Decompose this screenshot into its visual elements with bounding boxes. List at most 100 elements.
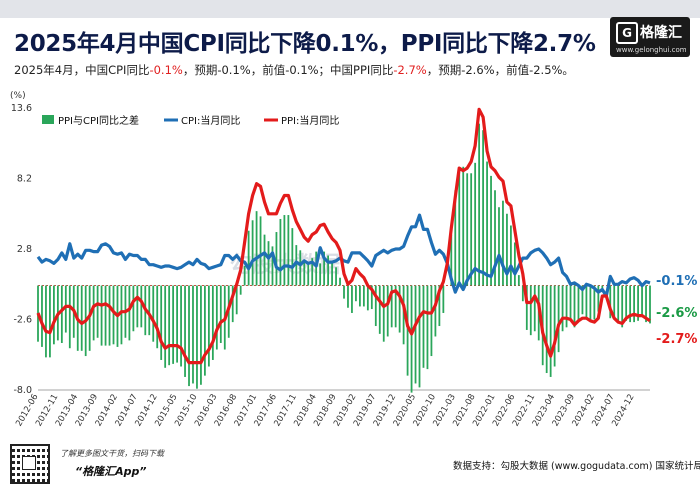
diff-bar bbox=[319, 263, 322, 286]
diff-bar bbox=[112, 285, 115, 345]
diff-bar bbox=[609, 285, 612, 319]
diff-bar bbox=[168, 285, 171, 366]
logo-name: 格隆汇 bbox=[640, 25, 682, 41]
subtitle-text-3: ，预期-2.6%，前值-2.5%。 bbox=[426, 63, 574, 77]
diff-bar bbox=[347, 285, 349, 308]
diff-bar bbox=[41, 285, 43, 347]
diff-bar bbox=[359, 285, 361, 307]
diff-bar bbox=[68, 285, 71, 349]
diff-bar bbox=[140, 285, 143, 328]
diff-bar bbox=[219, 285, 222, 343]
diff-bar bbox=[517, 275, 520, 286]
diff-bar bbox=[303, 262, 306, 286]
diff-bar bbox=[64, 285, 67, 333]
diff-bar bbox=[275, 232, 278, 286]
diff-bar bbox=[394, 285, 397, 328]
diff-bar bbox=[641, 285, 643, 316]
diff-bar bbox=[378, 285, 381, 334]
diff-bar bbox=[521, 285, 524, 302]
diff-bar bbox=[513, 242, 516, 286]
diff-bar bbox=[49, 285, 51, 358]
diff-bar bbox=[239, 285, 242, 295]
diff-bar bbox=[418, 285, 421, 388]
diff-bar bbox=[132, 285, 135, 332]
diff-bar bbox=[100, 285, 103, 346]
diff-bar bbox=[438, 285, 441, 327]
diff-bar bbox=[506, 213, 508, 286]
diff-bar bbox=[362, 285, 365, 307]
diff-bar bbox=[450, 234, 453, 286]
diff-bar bbox=[96, 285, 99, 338]
y-tick-label-4: -8.0 bbox=[13, 385, 32, 396]
diff-bar bbox=[255, 211, 258, 286]
diff-bar bbox=[478, 123, 481, 286]
diff-bar bbox=[649, 285, 651, 324]
diff-bar bbox=[184, 285, 186, 377]
diff-bar bbox=[561, 285, 564, 332]
y-tick-label-2: 2.8 bbox=[17, 244, 32, 255]
diff-bar bbox=[430, 285, 433, 357]
diff-bar bbox=[271, 246, 274, 286]
diff-bar bbox=[597, 285, 600, 312]
diff-bar bbox=[263, 234, 266, 286]
diff-bar bbox=[259, 216, 262, 286]
subtitle-text-1: 2025年4月，中国CPI同比 bbox=[14, 63, 150, 77]
diff-bar bbox=[426, 285, 429, 370]
diff-bar bbox=[60, 285, 63, 343]
brand-logo: G 格隆汇 www.gelonghui.com bbox=[610, 17, 690, 57]
diff-bar bbox=[108, 285, 111, 346]
diff-bar bbox=[645, 285, 647, 323]
diff-bar bbox=[525, 285, 528, 330]
diff-bar bbox=[370, 285, 373, 310]
diff-bar bbox=[482, 130, 484, 286]
subtitle-ppi-value: -2.7% bbox=[393, 63, 427, 77]
diff-bar bbox=[390, 285, 393, 328]
diff-bar bbox=[45, 285, 47, 358]
diff-bar bbox=[577, 285, 580, 321]
diff-bar bbox=[490, 175, 492, 286]
diff-bar bbox=[120, 285, 123, 345]
diff-bar bbox=[331, 262, 333, 286]
page-title: 2025年4月中国CPI同比下降0.1%，PPI同比下降2.7% bbox=[14, 31, 596, 57]
y-tick-label-0: 13.6 bbox=[11, 103, 32, 114]
diff-bar bbox=[549, 285, 552, 377]
diff-bar bbox=[629, 285, 632, 323]
diff-bar bbox=[343, 285, 345, 299]
diff-bar bbox=[200, 285, 202, 385]
diff-bar bbox=[351, 285, 353, 313]
subtitle: 2025年4月，中国CPI同比-0.1%，预期-0.1%，前值-0.1%；中国P… bbox=[14, 62, 574, 78]
diff-bar bbox=[621, 285, 624, 328]
diff-bar bbox=[398, 285, 401, 333]
diff-bar bbox=[406, 285, 409, 376]
diff-bar bbox=[565, 285, 568, 328]
diff-bar bbox=[251, 220, 254, 286]
cpi-line bbox=[36, 213, 651, 298]
y-tick-label-1: 8.2 bbox=[17, 174, 32, 185]
diff-bar bbox=[92, 285, 95, 341]
diff-bar bbox=[128, 285, 131, 341]
end-label-diff: -2.6% bbox=[656, 306, 697, 321]
diff-bar bbox=[462, 166, 465, 286]
diff-bar bbox=[573, 285, 576, 328]
legend-label-diff: PPI与CPI同比之差 bbox=[58, 114, 139, 127]
diff-bar bbox=[80, 285, 83, 351]
diff-bar bbox=[291, 228, 294, 286]
diff-bar bbox=[307, 263, 310, 286]
diff-bar bbox=[295, 245, 298, 286]
diff-bar bbox=[585, 285, 588, 320]
diff-bar bbox=[231, 285, 234, 323]
diff-bar bbox=[474, 162, 477, 286]
diff-bar bbox=[593, 285, 596, 320]
end-label-ppi: -2.7% bbox=[656, 332, 697, 347]
footer-tip: 了解更多图文干货，扫码下载 bbox=[60, 449, 164, 458]
diff-bar bbox=[569, 285, 572, 321]
subtitle-cpi-value: -0.1% bbox=[149, 63, 183, 77]
logo-url: www.gelonghui.com bbox=[616, 46, 687, 54]
footer-app-name: “格隆汇App” bbox=[75, 465, 147, 478]
logo-g-icon: G bbox=[616, 22, 638, 44]
diff-bar bbox=[247, 230, 250, 286]
diff-bar bbox=[176, 285, 178, 363]
diff-bar bbox=[192, 285, 194, 384]
diff-bar bbox=[581, 285, 584, 315]
